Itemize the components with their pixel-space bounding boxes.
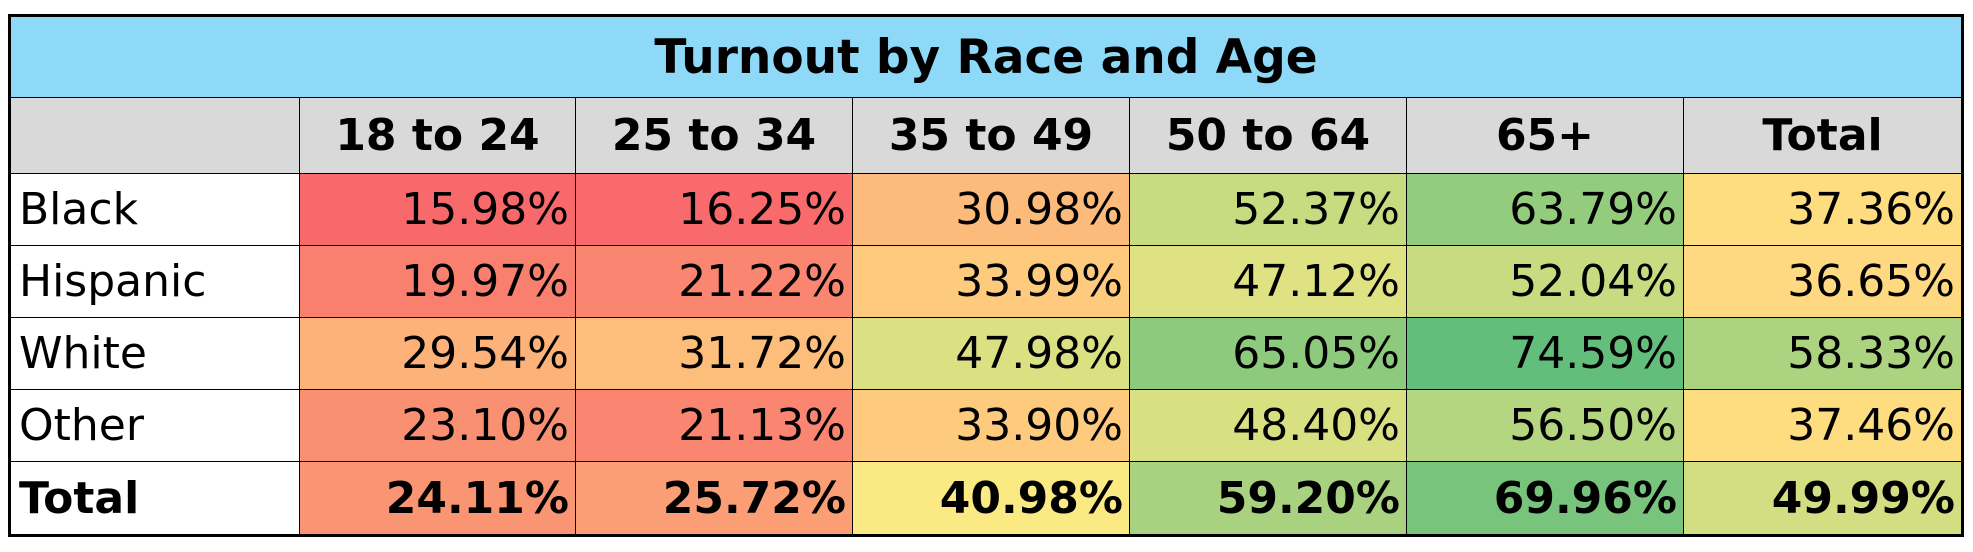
data-cell: 56.50%: [1406, 389, 1684, 462]
data-cell: 30.98%: [852, 173, 1130, 246]
table-title: Turnout by Race and Age: [9, 15, 1963, 98]
data-cell: 48.40%: [1129, 389, 1407, 462]
data-cell: 16.25%: [575, 173, 853, 246]
data-cell: 52.04%: [1406, 245, 1684, 318]
data-cell: 47.98%: [852, 317, 1130, 390]
column-header-18-24: 18 to 24: [299, 97, 576, 174]
header-corner-cell: [9, 97, 300, 174]
data-cell: 59.20%: [1129, 461, 1407, 536]
total-row: Total 24.11% 25.72% 40.98% 59.20% 69.96%…: [9, 461, 1963, 536]
header-row: 18 to 24 25 to 34 35 to 49 50 to 64 65+ …: [9, 97, 1963, 174]
data-cell: 33.90%: [852, 389, 1130, 462]
data-cell: 52.37%: [1129, 173, 1407, 246]
data-cell: 15.98%: [299, 173, 576, 246]
table-row: Hispanic 19.97% 21.22% 33.99% 47.12% 52.…: [9, 245, 1963, 318]
data-cell: 69.96%: [1406, 461, 1684, 536]
data-cell: 63.79%: [1406, 173, 1684, 246]
data-cell: 65.05%: [1129, 317, 1407, 390]
column-header-65-plus: 65+: [1406, 97, 1684, 174]
data-cell: 37.36%: [1683, 173, 1963, 246]
data-cell: 19.97%: [299, 245, 576, 318]
data-cell: 29.54%: [299, 317, 576, 390]
data-cell: 37.46%: [1683, 389, 1963, 462]
column-header-50-64: 50 to 64: [1129, 97, 1407, 174]
data-cell: 31.72%: [575, 317, 853, 390]
column-header-total: Total: [1683, 97, 1963, 174]
column-header-35-49: 35 to 49: [852, 97, 1130, 174]
row-label-other: Other: [9, 389, 300, 462]
data-cell: 74.59%: [1406, 317, 1684, 390]
data-cell: 21.22%: [575, 245, 853, 318]
column-header-25-34: 25 to 34: [575, 97, 853, 174]
row-label-hispanic: Hispanic: [9, 245, 300, 318]
data-cell: 49.99%: [1683, 461, 1963, 536]
data-cell: 21.13%: [575, 389, 853, 462]
data-cell: 24.11%: [299, 461, 576, 536]
table-row: Other 23.10% 21.13% 33.90% 48.40% 56.50%…: [9, 389, 1963, 462]
data-cell: 58.33%: [1683, 317, 1963, 390]
row-label-white: White: [9, 317, 300, 390]
data-cell: 36.65%: [1683, 245, 1963, 318]
table-row: White 29.54% 31.72% 47.98% 65.05% 74.59%…: [9, 317, 1963, 390]
data-cell: 47.12%: [1129, 245, 1407, 318]
turnout-heatmap-table: Turnout by Race and Age 18 to 24 25 to 3…: [8, 14, 1964, 537]
data-cell: 40.98%: [852, 461, 1130, 536]
row-label-total: Total: [9, 461, 300, 536]
data-cell: 23.10%: [299, 389, 576, 462]
row-label-black: Black: [9, 173, 300, 246]
data-cell: 25.72%: [575, 461, 853, 536]
title-row: Turnout by Race and Age: [9, 15, 1963, 98]
data-cell: 33.99%: [852, 245, 1130, 318]
table-row: Black 15.98% 16.25% 30.98% 52.37% 63.79%…: [9, 173, 1963, 246]
